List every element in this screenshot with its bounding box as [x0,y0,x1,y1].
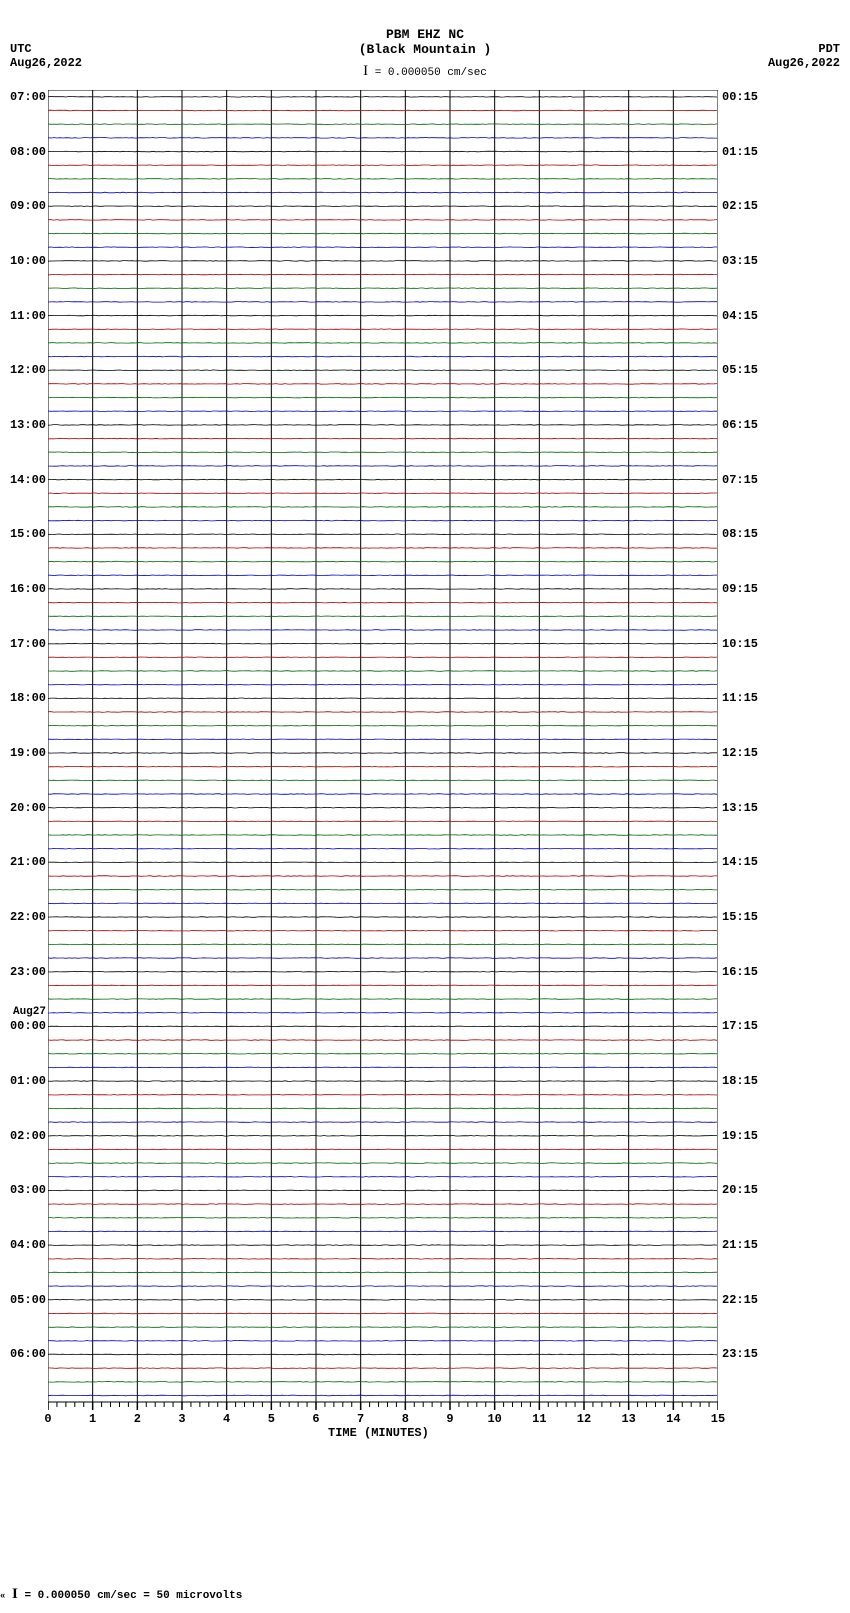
pdt-hour-label: 04:15 [722,309,776,323]
footer-scale-text: = 0.000050 cm/sec = 50 microvolts [24,1590,242,1602]
utc-hour-label: 11:00 [2,309,46,323]
pdt-hour-label: 09:15 [722,582,776,596]
utc-hour-label: 14:00 [2,473,46,487]
utc-hour-label: 09:00 [2,199,46,213]
x-tick-label: 8 [395,1412,415,1426]
utc-hour-label: 10:00 [2,254,46,268]
footer-scale-bar-icon: I [12,1586,18,1602]
pdt-hour-label: 00:15 [722,90,776,104]
pdt-hour-label: 11:15 [722,691,776,705]
tz-left-label: UTC [10,42,82,56]
timezone-right: PDT Aug26,2022 [768,42,840,70]
utc-hour-label: 00:00 [2,1019,46,1033]
helicorder-plot [48,90,718,1442]
pdt-hour-label: 12:15 [722,746,776,760]
pdt-hour-label: 01:15 [722,145,776,159]
utc-hour-label: 12:00 [2,363,46,377]
x-tick-label: 4 [217,1412,237,1426]
utc-hour-label: 22:00 [2,910,46,924]
pdt-hour-label: 08:15 [722,527,776,541]
pdt-hour-label: 22:15 [722,1293,776,1307]
utc-hour-label: 02:00 [2,1129,46,1143]
x-tick-label: 1 [83,1412,103,1426]
x-tick-label: 7 [351,1412,371,1426]
pdt-hour-label: 02:15 [722,199,776,213]
pdt-hour-label: 13:15 [722,801,776,815]
chart-header: PBM EHZ NC (Black Mountain ) I = 0.00005… [0,27,850,80]
pdt-hour-label: 23:15 [722,1347,776,1361]
utc-hour-label: 16:00 [2,582,46,596]
utc-date-break: Aug27 [2,1007,46,1018]
pdt-hour-label: 14:15 [722,855,776,869]
utc-hour-label: 06:00 [2,1347,46,1361]
scale-text: = 0.000050 cm/sec [375,67,487,79]
scale-bar-icon: I [363,63,368,79]
station-subtitle: (Black Mountain ) [0,42,850,57]
pdt-hour-label: 07:15 [722,473,776,487]
scale-legend: I = 0.000050 cm/sec [0,63,850,80]
x-tick-label: 5 [261,1412,281,1426]
utc-hour-label: 19:00 [2,746,46,760]
x-tick-label: 0 [38,1412,58,1426]
x-tick-label: 15 [708,1412,728,1426]
utc-hour-label: 01:00 [2,1074,46,1088]
station-title: PBM EHZ NC [0,27,850,42]
x-axis-title: TIME (MINUTES) [328,1426,429,1440]
pdt-hour-label: 20:15 [722,1183,776,1197]
pdt-hour-label: 16:15 [722,965,776,979]
x-tick-label: 3 [172,1412,192,1426]
utc-hour-label: 05:00 [2,1293,46,1307]
pdt-hour-label: 15:15 [722,910,776,924]
pdt-hour-label: 21:15 [722,1238,776,1252]
tz-right-label: PDT [768,42,840,56]
x-tick-label: 14 [663,1412,683,1426]
tz-right-date: Aug26,2022 [768,56,840,70]
utc-hour-label: 20:00 [2,801,46,815]
pdt-hour-label: 10:15 [722,637,776,651]
utc-hour-label: 18:00 [2,691,46,705]
x-tick-label: 2 [127,1412,147,1426]
utc-hour-label: 04:00 [2,1238,46,1252]
x-tick-label: 9 [440,1412,460,1426]
utc-hour-label: 07:00 [2,90,46,104]
pdt-hour-label: 18:15 [722,1074,776,1088]
pdt-hour-label: 03:15 [722,254,776,268]
pdt-hour-label: 17:15 [722,1019,776,1033]
x-tick-label: 11 [529,1412,549,1426]
utc-hour-label: 15:00 [2,527,46,541]
utc-hour-label: 13:00 [2,418,46,432]
pdt-hour-label: 19:15 [722,1129,776,1143]
timezone-left: UTC Aug26,2022 [10,42,82,70]
utc-hour-label: 08:00 [2,145,46,159]
pdt-hour-label: 06:15 [722,418,776,432]
x-tick-label: 12 [574,1412,594,1426]
utc-hour-label: 03:00 [2,1183,46,1197]
x-tick-label: 6 [306,1412,326,1426]
footer-scale: « I = 0.000050 cm/sec = 50 microvolts [0,1586,242,1603]
utc-hour-label: 21:00 [2,855,46,869]
pdt-hour-label: 05:15 [722,363,776,377]
utc-hour-label: 17:00 [2,637,46,651]
x-tick-label: 10 [485,1412,505,1426]
tz-left-date: Aug26,2022 [10,56,82,70]
x-tick-label: 13 [619,1412,639,1426]
utc-hour-label: 23:00 [2,965,46,979]
